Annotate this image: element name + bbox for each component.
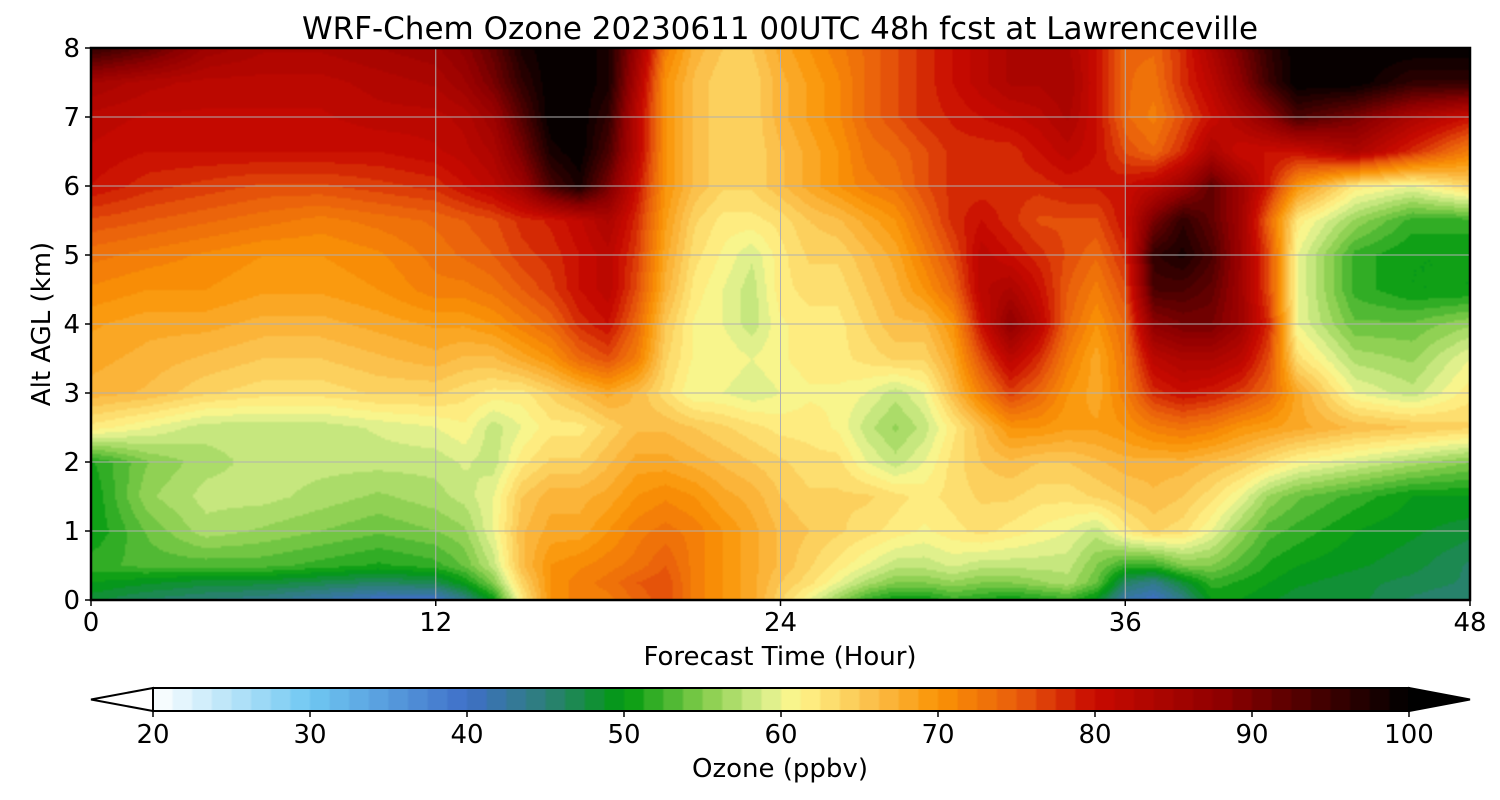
grid-lines (91, 48, 1470, 600)
y-tick-label: 4 (63, 310, 80, 340)
x-axis: 0 12 24 36 48 (83, 600, 1487, 638)
y-tick-label: 1 (63, 517, 80, 547)
y-tick-label: 5 (63, 241, 80, 271)
colorbar-tick-label: 100 (1384, 720, 1434, 750)
colorbar-tick-label: 80 (1078, 720, 1111, 750)
colorbar-tick-label: 50 (607, 720, 640, 750)
colorbar-label: Ozone (ppbv) (692, 754, 868, 784)
y-tick-label: 2 (63, 448, 80, 478)
y-axis: 0 1 2 3 4 5 6 7 8 (63, 34, 91, 616)
y-tick-label: 0 (63, 586, 80, 616)
colorbar-ticks: 20 30 40 50 60 70 80 90 100 (136, 711, 1434, 750)
y-tick-label: 8 (63, 34, 80, 64)
colorbar-tick-label: 90 (1235, 720, 1268, 750)
y-tick-label: 7 (63, 103, 80, 133)
y-tick-label: 6 (63, 172, 80, 202)
x-tick-label: 36 (1109, 608, 1142, 638)
colorbar-tick-label: 20 (136, 720, 169, 750)
colorbar-tick-label: 70 (921, 720, 954, 750)
chart-title: WRF-Chem Ozone 20230611 00UTC 48h fcst a… (302, 11, 1258, 47)
y-tick-label: 3 (63, 379, 80, 409)
x-axis-label: Forecast Time (Hour) (643, 642, 916, 672)
colorbar-extend-high (1408, 686, 1471, 713)
colorbar-tick-label: 60 (764, 720, 797, 750)
x-tick-label: 24 (764, 608, 797, 638)
colorbar-tick-label: 30 (293, 720, 326, 750)
y-axis-label: Alt AGL (km) (27, 242, 57, 406)
colorbar-tick-label: 40 (450, 720, 483, 750)
x-tick-label: 0 (83, 608, 100, 638)
colorbar: 20 30 40 50 60 70 80 90 100 Ozone (ppbv) (90, 686, 1471, 784)
x-tick-label: 12 (419, 608, 452, 638)
colorbar-gradient (153, 688, 1409, 711)
plot-area (89, 46, 1472, 602)
colorbar-extend-low (90, 686, 154, 713)
x-tick-label: 48 (1453, 608, 1486, 638)
